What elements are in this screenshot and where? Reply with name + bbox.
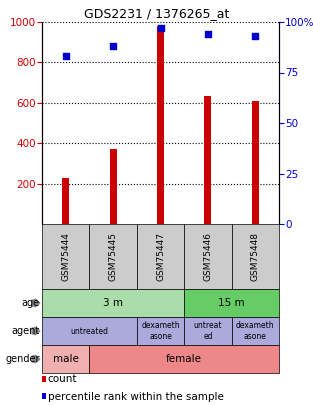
Bar xyxy=(252,101,259,224)
Text: GSM75447: GSM75447 xyxy=(156,232,165,281)
Text: agent: agent xyxy=(12,326,40,336)
Text: count: count xyxy=(48,374,77,384)
Point xyxy=(63,53,68,60)
Text: male: male xyxy=(53,354,79,364)
Text: GSM75444: GSM75444 xyxy=(61,232,70,281)
Text: age: age xyxy=(22,298,40,308)
Text: dexameth
asone: dexameth asone xyxy=(236,321,275,341)
Text: female: female xyxy=(166,354,202,364)
Text: 15 m: 15 m xyxy=(218,298,245,308)
Point xyxy=(158,25,163,31)
Text: dexameth
asone: dexameth asone xyxy=(141,321,180,341)
Text: GSM75446: GSM75446 xyxy=(203,232,213,281)
Text: 3 m: 3 m xyxy=(103,298,123,308)
Text: GDS2231 / 1376265_at: GDS2231 / 1376265_at xyxy=(84,6,229,19)
Point xyxy=(205,31,210,37)
Text: untreated: untreated xyxy=(70,326,108,335)
Text: percentile rank within the sample: percentile rank within the sample xyxy=(48,392,224,402)
Text: untreat
ed: untreat ed xyxy=(194,321,222,341)
Text: GSM75448: GSM75448 xyxy=(251,232,260,281)
Point xyxy=(110,43,115,49)
Bar xyxy=(110,149,117,224)
Bar xyxy=(62,177,69,224)
Point xyxy=(253,33,258,39)
Bar xyxy=(157,26,164,224)
Text: gender: gender xyxy=(6,354,40,364)
Bar xyxy=(204,96,212,224)
Text: GSM75445: GSM75445 xyxy=(109,232,118,281)
